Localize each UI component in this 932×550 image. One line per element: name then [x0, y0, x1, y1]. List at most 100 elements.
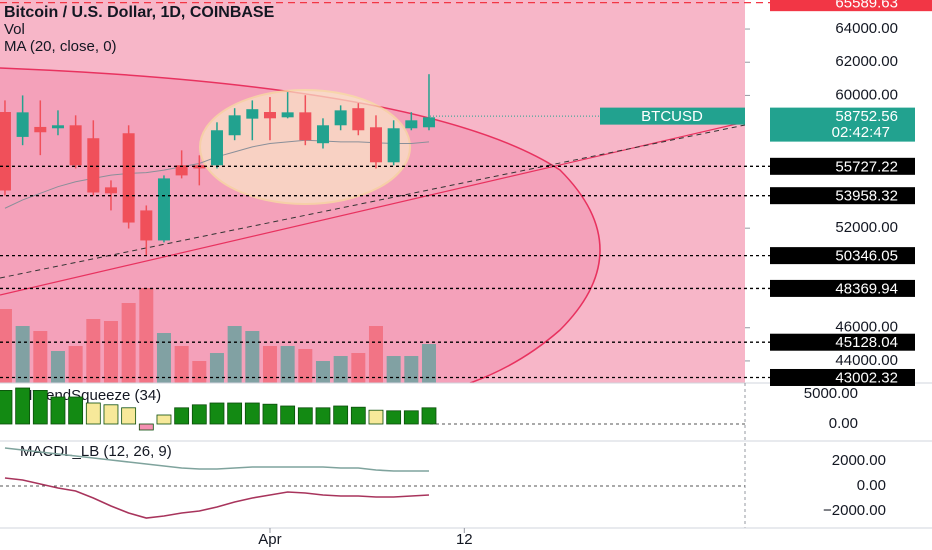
last-price-box — [770, 107, 915, 142]
volume-bar — [333, 356, 348, 383]
candle-body — [87, 138, 100, 193]
volume-bar — [315, 361, 330, 383]
volume-label: Vol — [4, 21, 25, 38]
price-label-box — [770, 187, 915, 205]
y-tick-label: 52000.00 — [835, 219, 898, 236]
candle-body — [104, 187, 117, 194]
x-tick-label: Apr — [258, 531, 281, 548]
candle-body — [299, 112, 312, 141]
candle-body — [69, 125, 82, 166]
candle-body — [352, 108, 365, 131]
y-tick-label: 2000.00 — [832, 452, 886, 469]
chart-title: Bitcoin / U.S. Dollar, 1D, COINBASE — [4, 4, 275, 21]
candle-body — [140, 210, 153, 241]
candle-body — [157, 178, 170, 241]
candle-body — [0, 112, 11, 191]
symbol-label: BTCUSD — [641, 108, 703, 125]
squeeze-bar — [421, 407, 437, 425]
y-tick-label: −2000.00 — [823, 502, 886, 519]
squeeze-bar — [103, 404, 119, 425]
volume-bar — [192, 361, 207, 383]
squeeze-bar — [32, 390, 48, 425]
volume-bar — [50, 351, 65, 383]
squeeze-bar — [227, 402, 243, 425]
candle-body — [51, 125, 64, 129]
squeeze-bar — [191, 404, 207, 425]
volume-bar — [209, 353, 224, 383]
price-label: 50346.05 — [835, 248, 898, 265]
volume-bar — [386, 356, 401, 383]
volume-bar — [245, 331, 260, 383]
volume-bar — [33, 331, 48, 383]
macd-title: MACDL_LB (12, 26, 9) — [20, 443, 172, 460]
candle-body — [228, 115, 241, 136]
squeeze-bar — [262, 403, 278, 425]
x-tick-label: 12 — [456, 531, 473, 548]
candle-body — [405, 120, 418, 129]
y-tick-label: 64000.00 — [835, 20, 898, 37]
y-tick-label: 5000.00 — [804, 385, 858, 402]
price-label: 48369.94 — [835, 280, 898, 297]
price-label: 43002.32 — [835, 369, 898, 386]
volume-bar — [121, 303, 136, 383]
squeeze-bar — [50, 396, 66, 425]
squeeze-bar — [121, 407, 137, 425]
price-label-box — [770, 333, 915, 351]
y-tick-label: 46000.00 — [835, 319, 898, 336]
price-label-box — [770, 368, 915, 386]
volume-bar — [421, 344, 436, 383]
candle-body — [175, 165, 188, 176]
countdown-label: 02:42:47 — [832, 124, 890, 141]
price-label: 45128.04 — [835, 334, 898, 351]
symbol-box — [600, 107, 745, 125]
price-label: 53958.32 — [835, 188, 898, 205]
candle-body — [334, 110, 347, 126]
volume-bar — [404, 356, 419, 383]
candle-body — [16, 112, 29, 137]
volume-bar — [68, 346, 83, 383]
price-label-box — [770, 247, 915, 265]
price-label-box — [770, 279, 915, 297]
volume-bar — [15, 326, 30, 383]
candle-body — [34, 126, 47, 133]
y-tick-label: 60000.00 — [835, 86, 898, 103]
squeeze-bar — [315, 407, 331, 425]
squeeze-bar — [386, 410, 402, 425]
volume-bar — [351, 353, 366, 383]
price-label-box — [770, 0, 932, 12]
volume-bar — [262, 346, 277, 383]
squeeze-bar — [138, 423, 154, 431]
volume-bar — [0, 309, 12, 383]
squeeze-bar — [15, 387, 31, 425]
volume-bar — [368, 326, 383, 383]
y-tick-label: 62000.00 — [835, 53, 898, 70]
volume-bar — [156, 333, 171, 383]
squeeze-bar — [350, 406, 366, 425]
squeeze-bar — [333, 405, 349, 425]
squeeze-bar — [403, 410, 419, 425]
volume-bar — [174, 346, 189, 383]
volume-bar — [298, 349, 313, 383]
candle-body — [281, 112, 294, 118]
squeeze-bar — [297, 407, 313, 425]
macd-line — [4, 447, 429, 472]
macd-line — [4, 477, 430, 519]
y-tick-label: 44000.00 — [835, 352, 898, 369]
y-tick-label: 0.00 — [829, 415, 858, 432]
squeeze-bar — [85, 402, 101, 425]
squeeze-bar — [68, 396, 84, 425]
ellipse-outline — [0, 67, 601, 383]
candle-body — [422, 117, 435, 128]
squeeze-bar — [244, 402, 260, 425]
y-tick-label: 0.00 — [857, 477, 886, 494]
candle-body — [122, 133, 135, 223]
candle-body — [246, 109, 259, 119]
volume-bar — [139, 288, 154, 383]
squeeze-bar — [0, 390, 13, 425]
trend-line — [0, 124, 745, 279]
candle-body — [210, 130, 223, 166]
squeeze-bar — [280, 405, 296, 425]
volume-bar — [227, 326, 242, 383]
candle-body — [263, 112, 276, 119]
